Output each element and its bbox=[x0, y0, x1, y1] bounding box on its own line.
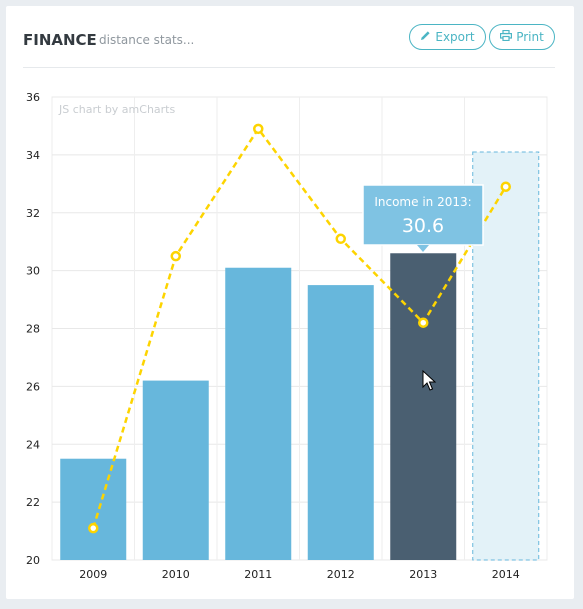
panel-title: FINANCE bbox=[23, 31, 97, 49]
line-series bbox=[92, 126, 507, 529]
header-divider bbox=[23, 67, 555, 68]
y-tick-label: 28 bbox=[26, 323, 40, 336]
bar-2009[interactable] bbox=[60, 458, 127, 560]
bar-projected-2014 bbox=[472, 151, 540, 561]
x-tick-label: 2012 bbox=[327, 568, 355, 581]
print-button[interactable]: Print bbox=[489, 24, 555, 50]
line-point-2013 bbox=[418, 317, 429, 328]
print-label: Print bbox=[516, 30, 544, 44]
export-label: Export bbox=[435, 30, 475, 44]
y-tick-label: 36 bbox=[26, 91, 40, 104]
bar-2013[interactable] bbox=[390, 253, 457, 560]
line-point-2014 bbox=[500, 181, 511, 192]
tooltip-pointer bbox=[417, 245, 429, 252]
y-tick-label: 30 bbox=[26, 265, 40, 278]
y-tick-label: 24 bbox=[26, 438, 40, 451]
panel-subtitle: distance stats... bbox=[99, 33, 195, 47]
y-tick-label: 20 bbox=[26, 554, 40, 567]
panel-header: FINANCE distance stats... Export Print bbox=[6, 6, 574, 68]
line-point-2009 bbox=[88, 522, 99, 534]
tooltip-value: 30.6 bbox=[402, 215, 444, 237]
y-tick-label: 26 bbox=[26, 380, 40, 393]
x-tick-label: 2011 bbox=[244, 568, 272, 581]
y-tick-label: 34 bbox=[26, 149, 40, 162]
printer-icon bbox=[500, 25, 513, 49]
y-tick-label: 22 bbox=[26, 496, 40, 509]
bar-2011[interactable] bbox=[225, 267, 292, 560]
line-point-2010 bbox=[170, 250, 181, 262]
mouse-cursor-icon bbox=[422, 369, 437, 391]
export-button[interactable]: Export bbox=[409, 24, 486, 50]
tooltip-title: Income in 2013: bbox=[374, 195, 471, 209]
pencil-icon bbox=[420, 25, 431, 49]
x-tick-label: 2014 bbox=[492, 568, 520, 581]
x-tick-label: 2009 bbox=[79, 568, 107, 581]
y-tick-label: 32 bbox=[26, 207, 40, 220]
x-tick-label: 2010 bbox=[162, 568, 190, 581]
bar-2012[interactable] bbox=[307, 285, 374, 560]
line-point-2011 bbox=[253, 123, 264, 135]
line-point-2012 bbox=[335, 233, 346, 245]
chart-credit[interactable]: JS chart by amCharts bbox=[58, 103, 175, 116]
bar-2010[interactable] bbox=[142, 380, 209, 560]
chart-tooltip: Income in 2013: 30.6 bbox=[362, 184, 484, 252]
x-tick-label: 2013 bbox=[409, 568, 437, 581]
